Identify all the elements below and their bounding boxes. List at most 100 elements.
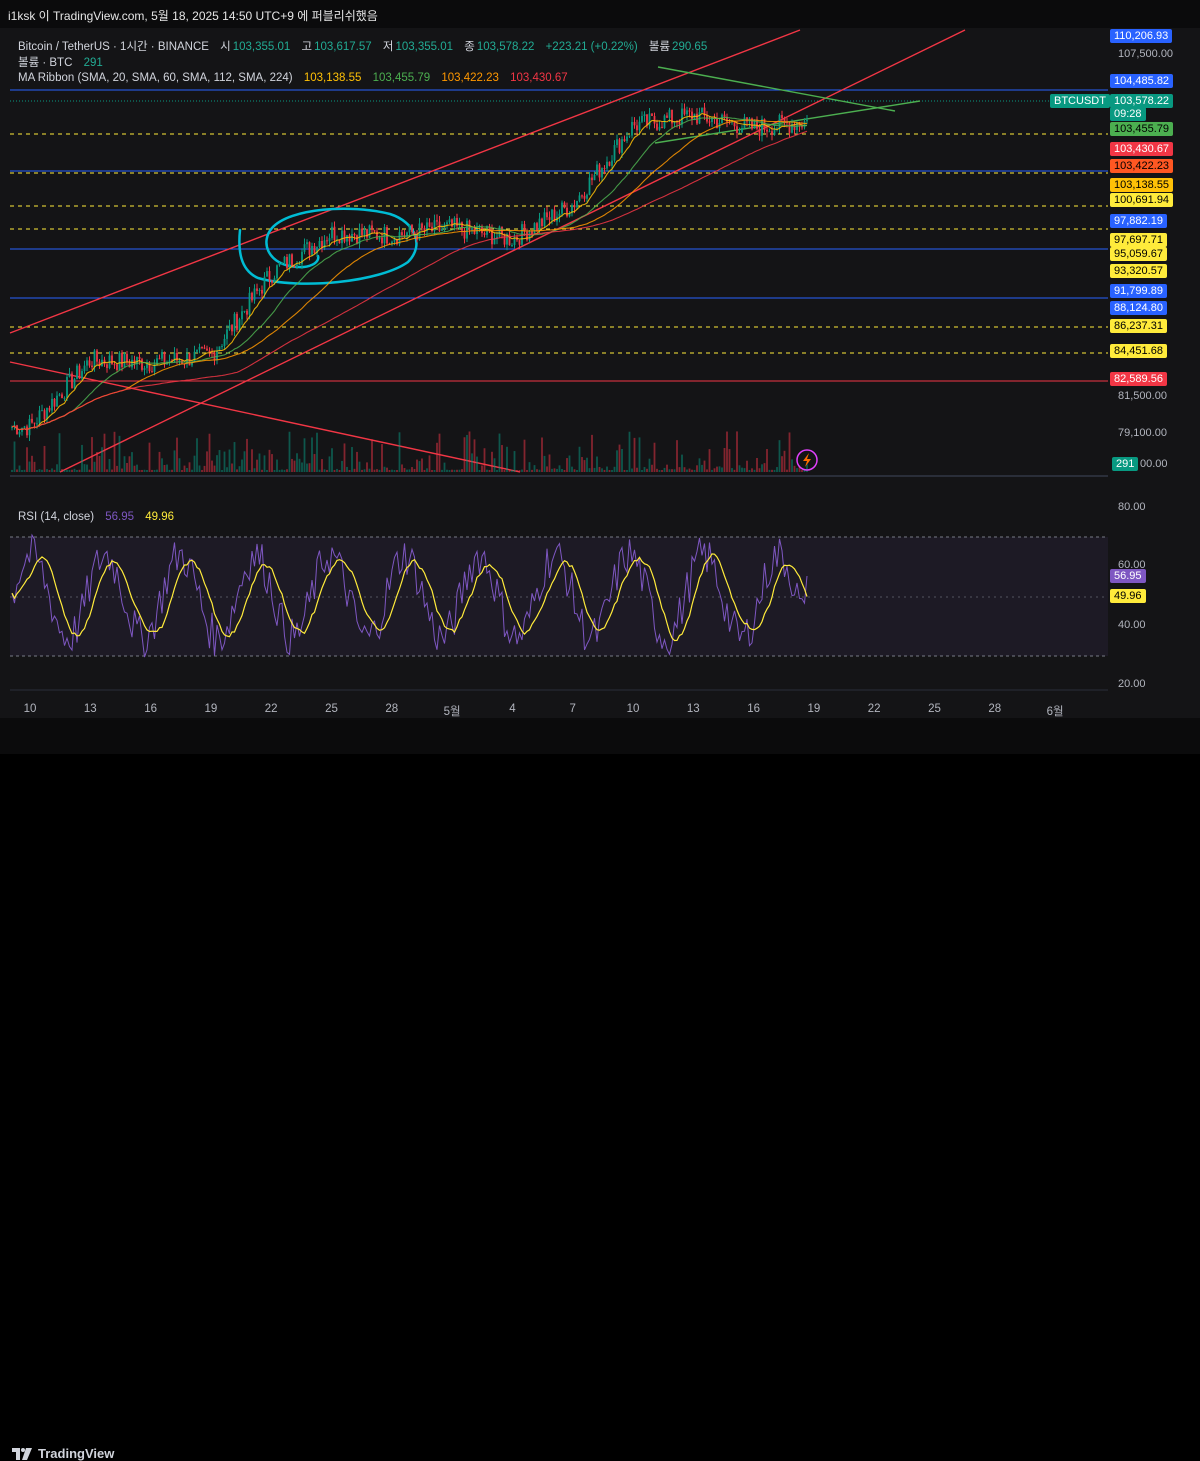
candle[interactable] [258,289,261,291]
candles-group[interactable] [11,103,808,441]
candle[interactable] [351,233,353,242]
candle[interactable] [288,254,291,269]
candle[interactable] [543,212,546,227]
candle[interactable] [106,364,108,369]
symbol-price-tag[interactable]: BTCUSDT [1050,94,1110,108]
candle[interactable] [68,373,71,377]
candle[interactable] [421,223,423,229]
candle[interactable] [341,230,343,244]
candle[interactable] [626,136,628,142]
candle[interactable] [88,360,91,366]
candle[interactable] [43,410,46,420]
candle[interactable] [568,213,571,217]
price-label[interactable]: 291 [1112,457,1139,471]
candle[interactable] [493,238,496,245]
candle[interactable] [618,139,621,153]
candle[interactable] [146,363,148,369]
candle[interactable] [528,231,531,241]
candle[interactable] [121,352,123,367]
candle[interactable] [741,128,743,133]
candle[interactable] [158,358,161,360]
candle[interactable] [586,194,588,199]
candle[interactable] [78,365,81,379]
candle[interactable] [658,126,661,130]
candle[interactable] [478,226,481,228]
candle[interactable] [333,226,336,241]
tradingview-logo[interactable]: TradingView [12,1446,114,1461]
candle[interactable] [408,224,411,233]
candle[interactable] [188,353,191,366]
candle[interactable] [651,113,653,117]
candle[interactable] [653,116,656,124]
candle[interactable] [553,209,556,222]
candle[interactable] [771,131,773,135]
candle[interactable] [761,119,763,136]
candle[interactable] [716,118,718,128]
candle[interactable] [441,228,443,231]
candle[interactable] [348,235,351,242]
candle[interactable] [58,394,61,396]
price-label[interactable]: 110,206.93 [1110,29,1173,43]
candle[interactable] [86,360,88,366]
candle[interactable] [558,213,561,217]
candle[interactable] [151,371,153,373]
candle[interactable] [413,232,416,234]
candle[interactable] [448,219,451,223]
candle[interactable] [26,426,28,436]
candle[interactable] [701,107,703,113]
candle[interactable] [446,222,448,225]
candle[interactable] [788,123,791,133]
candle[interactable] [548,217,551,220]
candle[interactable] [226,329,228,339]
candle[interactable] [331,226,333,239]
candle[interactable] [156,358,158,365]
candle[interactable] [573,205,576,208]
candle[interactable] [726,116,728,122]
candle[interactable] [126,353,128,363]
candle[interactable] [256,288,258,291]
candle[interactable] [243,310,246,312]
candle[interactable] [661,126,663,128]
candle[interactable] [576,200,578,208]
candle[interactable] [238,319,241,330]
candle[interactable] [153,364,156,372]
candle[interactable] [396,238,398,245]
candle[interactable] [518,240,521,245]
candle[interactable] [403,235,406,237]
candle[interactable] [793,124,796,130]
candle[interactable] [233,313,236,332]
candle[interactable] [691,111,693,121]
candle[interactable] [456,217,458,226]
candle[interactable] [228,325,231,330]
candle[interactable] [123,353,126,367]
candle[interactable] [208,350,211,353]
candle[interactable] [616,139,618,146]
chart-area[interactable]: Bitcoin / TetherUS · 1시간 · BINANCE 시 103,… [0,28,1200,718]
candle[interactable] [111,355,113,365]
candle[interactable] [28,418,31,436]
price-pane[interactable] [10,30,1108,474]
candle[interactable] [503,233,506,245]
candle[interactable] [723,114,726,117]
candle[interactable] [366,229,368,238]
candle[interactable] [296,264,298,268]
candle[interactable] [711,118,713,123]
price-label[interactable]: 103,422.23 [1110,159,1174,173]
candle[interactable] [221,345,223,347]
candle[interactable] [168,360,171,362]
candle[interactable] [131,359,133,368]
candle[interactable] [316,246,318,254]
price-label[interactable]: 82,589.56 [1110,372,1167,386]
candle[interactable] [678,121,681,125]
candle[interactable] [16,425,18,435]
candle[interactable] [46,407,48,420]
candle[interactable] [591,177,593,181]
candle[interactable] [611,160,613,166]
candle[interactable] [406,232,408,237]
candle[interactable] [571,205,573,214]
candle[interactable] [198,347,201,350]
candle[interactable] [241,311,243,320]
candle[interactable] [643,114,646,117]
candle[interactable] [483,233,486,235]
candle[interactable] [128,362,131,368]
